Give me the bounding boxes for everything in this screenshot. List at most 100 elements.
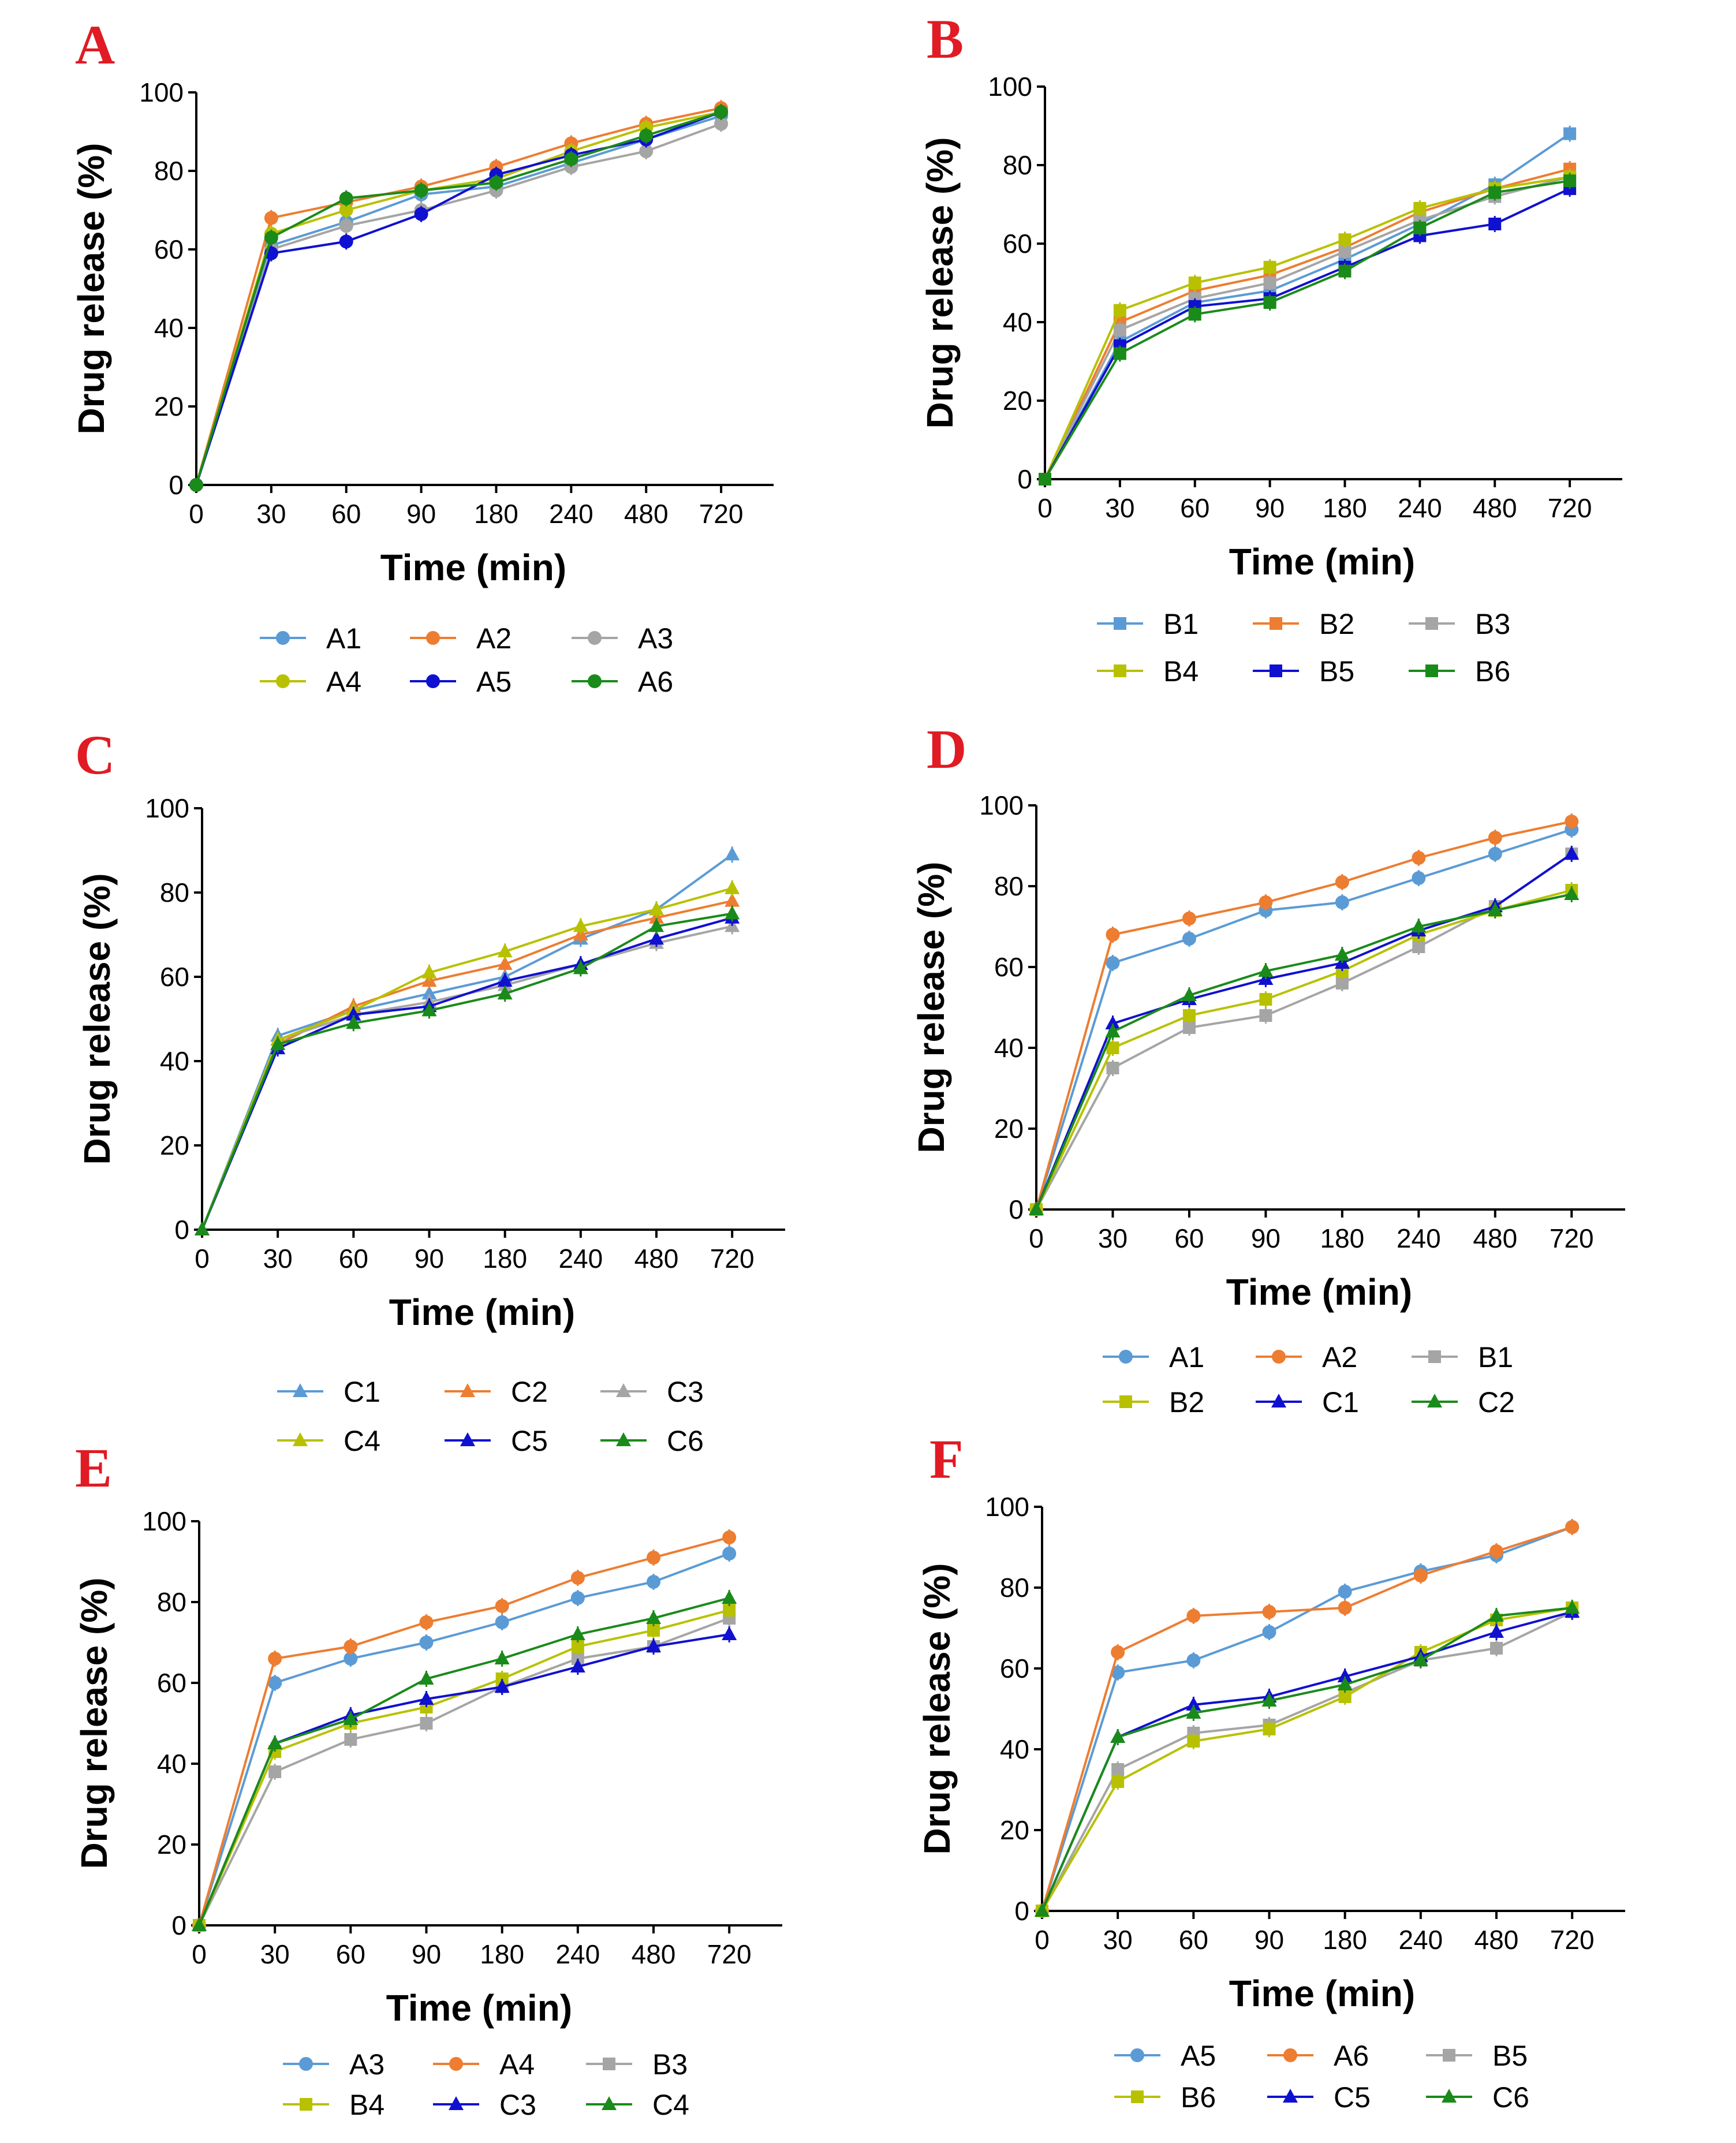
data-point <box>639 144 654 158</box>
series-line <box>201 912 733 1230</box>
y-tick-label: 60 <box>994 952 1024 982</box>
data-point <box>1337 1668 1353 1682</box>
x-tick-label: 240 <box>1398 1925 1443 1955</box>
data-point <box>494 1651 510 1664</box>
legend-item-a1: A1 <box>260 622 361 655</box>
data-point <box>1181 987 1197 1001</box>
legend-marker <box>1427 1394 1442 1407</box>
x-tick-label: 180 <box>480 1939 524 1969</box>
legend-item-c3: C3 <box>433 2089 536 2121</box>
series-line <box>1035 853 1573 1210</box>
y-tick-label: 40 <box>160 1046 189 1076</box>
legend-item-b5: B5 <box>1253 655 1354 688</box>
x-tick-label: 30 <box>1103 1925 1133 1955</box>
legend-label: B6 <box>1181 2081 1216 2114</box>
legend-label: A4 <box>499 2048 535 2081</box>
legend-item-c4: C4 <box>277 1425 380 1457</box>
y-tick-label: 80 <box>160 878 189 908</box>
data-point <box>725 880 740 894</box>
x-tick-label: 0 <box>195 1244 210 1274</box>
data-point <box>1106 956 1120 970</box>
data-point <box>1263 260 1276 274</box>
x-tick-label: 60 <box>336 1939 365 1969</box>
y-tick-label: 80 <box>154 156 184 186</box>
legend-item-b2: B2 <box>1253 608 1354 640</box>
x-tick-label: 60 <box>1180 493 1209 523</box>
legend-marker <box>293 1383 308 1397</box>
x-tick-label: 0 <box>189 499 204 529</box>
series-c2 <box>1029 886 1580 1215</box>
x-tick-label: 90 <box>412 1939 441 1969</box>
series-line <box>1035 889 1572 1210</box>
legend-marker <box>588 674 602 688</box>
series-line <box>1035 820 1572 1210</box>
series-line <box>201 899 733 1230</box>
data-point <box>573 918 588 932</box>
series-line <box>195 111 722 486</box>
legend-marker <box>1119 1350 1133 1364</box>
legend-label: C1 <box>344 1376 380 1408</box>
legend-marker <box>1114 617 1126 630</box>
series-a5 <box>189 104 729 492</box>
legend-item-b6: B6 <box>1114 2081 1216 2114</box>
data-point <box>570 1571 585 1585</box>
data-point <box>268 1765 282 1778</box>
data-point <box>421 964 437 979</box>
data-point <box>489 176 503 190</box>
y-tick-label: 100 <box>139 77 184 107</box>
y-tick-label: 0 <box>1014 1896 1029 1926</box>
series-line <box>1041 1526 1573 1911</box>
data-point <box>497 956 513 970</box>
series-c6 <box>1035 1600 1580 1917</box>
x-tick-label: 480 <box>634 1244 679 1274</box>
data-point <box>646 1610 662 1624</box>
data-point <box>344 1652 358 1666</box>
legend-label: A6 <box>638 666 673 698</box>
y-tick-label: 0 <box>169 470 184 500</box>
x-tick-label: 180 <box>483 1244 527 1274</box>
data-point <box>1261 1693 1277 1707</box>
y-axis-title: Drug release (%) <box>70 143 112 434</box>
data-point <box>1487 902 1503 916</box>
data-point <box>419 1615 434 1629</box>
data-point <box>1565 815 1579 828</box>
series-line <box>195 111 722 486</box>
legend-marker <box>276 631 290 645</box>
x-tick-label: 90 <box>1251 1223 1280 1253</box>
y-tick-label: 80 <box>1000 1573 1029 1603</box>
x-tick-label: 720 <box>1550 1925 1595 1955</box>
legend-marker <box>426 631 440 645</box>
legend-label: C3 <box>667 1376 704 1408</box>
data-point <box>1186 1653 1201 1667</box>
data-point <box>1111 1763 1125 1776</box>
x-tick-label: 480 <box>1473 1223 1517 1253</box>
legend-marker <box>603 2058 615 2070</box>
legend-item-a3: A3 <box>572 622 673 655</box>
data-point <box>1105 1016 1121 1029</box>
x-tick-label: 180 <box>1323 493 1367 523</box>
series-a6 <box>189 104 729 492</box>
series-c6 <box>195 905 740 1235</box>
data-point <box>725 846 740 861</box>
data-point <box>649 901 664 916</box>
x-axis-title: Time (min) <box>1226 1271 1412 1313</box>
legend-label: C5 <box>1334 2081 1371 2114</box>
data-point <box>570 1659 585 1672</box>
y-axis-title: Drug release (%) <box>73 1577 115 1869</box>
series-b6 <box>1039 173 1577 486</box>
data-point <box>570 1591 585 1605</box>
legend-item-a2: A2 <box>1256 1341 1357 1373</box>
data-point <box>1113 347 1126 360</box>
x-tick-label: 720 <box>707 1939 752 1969</box>
data-point <box>1564 846 1580 860</box>
legend-marker <box>460 1432 475 1446</box>
y-tick-label: 40 <box>994 1033 1024 1063</box>
legend-label: C6 <box>1492 2081 1529 2114</box>
y-tick-label: 0 <box>1009 1194 1024 1224</box>
panel-letter: A <box>75 14 115 76</box>
series-c3 <box>192 1626 737 1931</box>
data-point <box>1186 1609 1201 1623</box>
data-point <box>1338 1690 1352 1703</box>
data-point <box>192 1917 207 1931</box>
legend-item-b1: B1 <box>1097 608 1199 640</box>
